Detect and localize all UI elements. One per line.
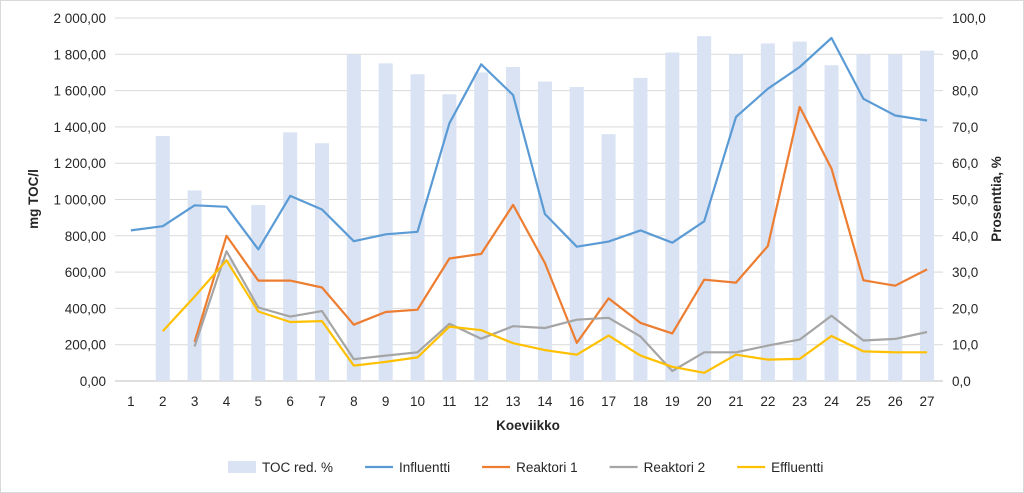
x-tick-label: 13 [506,394,521,409]
y-left-tick-label: 1 400,00 [53,120,106,135]
bar [792,41,807,381]
bar [888,54,903,382]
x-tick-label: 24 [824,394,840,409]
y-right-tick-label: 30,0 [952,265,978,280]
bar [601,134,616,381]
x-tick-label: 9 [382,394,390,409]
line-series-effluentti [161,259,928,374]
y-right-tick-label: 20,0 [952,301,978,316]
bar [251,204,266,381]
bar [920,50,935,382]
legend-swatch-toc-red [228,461,256,473]
bar [569,86,584,381]
y-right-tick-label: 10,0 [952,338,978,353]
bar [856,54,871,382]
line-series-reaktori-2 [193,250,928,373]
legend-label-reaktori-1: Reaktori 1 [516,460,578,475]
y-right-tick-label: 90,0 [952,47,978,62]
y-right-tick-label: 70,0 [952,120,978,135]
y-right-tick-label: 50,0 [952,193,978,208]
x-tick-label: 3 [191,394,199,409]
x-tick-label: 7 [318,394,326,409]
x-tick-label: 20 [697,394,712,409]
bar [283,132,298,381]
y-left-tick-label: 0,00 [80,374,106,389]
bar [728,54,744,382]
legend: TOC red. % Influentti Reaktori 1 Reaktori 2… [228,460,823,475]
line-series-group [130,36,928,374]
x-tick-label: 10 [410,394,425,409]
x-tick-label: 22 [760,394,775,409]
y-left-tick-label: 600,00 [65,265,106,280]
y-right-tick-label: 40,0 [952,229,978,244]
x-tick-label: 26 [888,394,903,409]
x-tick-label: 23 [792,394,807,409]
y-left-tick-label: 200,00 [65,338,106,353]
bar [506,67,521,381]
bar [314,143,330,381]
x-tick-label: 12 [474,394,489,409]
y-left-tick-label: 1 600,00 [53,84,106,99]
y-left-tick-label: 1 200,00 [53,156,106,171]
x-tick-label: 21 [728,394,743,409]
bar [760,43,775,381]
y-axis-left-title: mg TOC/l [26,169,41,229]
y-left-tick-label: 1 800,00 [53,47,106,62]
x-tick-label: 14 [537,394,553,409]
x-tick-label: 4 [223,394,231,409]
x-tick-label: 6 [286,394,294,409]
y-right-tick-label: 0,0 [952,374,971,389]
legend-label-effluentti: Effluentti [771,460,823,475]
bar [155,135,170,381]
y-left-tick-label: 400,00 [65,301,106,316]
legend-label-influentti: Influentti [399,460,450,475]
bar-series-toc-reduction [155,36,935,382]
y-left-tick-label: 1 000,00 [53,193,106,208]
bar [665,52,680,382]
x-tick-label: 16 [569,394,584,409]
y-right-tick-label: 80,0 [952,84,978,99]
bar [410,74,425,381]
legend-label-reaktori-2: Reaktori 2 [644,460,706,475]
x-tick-label: 2 [159,394,167,409]
x-tick-label: 18 [633,394,648,409]
line-series-reaktori-1 [193,105,928,344]
x-tick-label: 5 [255,394,263,409]
x-tick-label: 1 [127,394,135,409]
legend-label-toc-red: TOC red. % [262,460,333,475]
bar [442,94,457,381]
bar [346,54,361,382]
x-tick-label: 25 [856,394,871,409]
y-right-tick-label: 60,0 [952,156,978,171]
bar [537,81,552,382]
x-axis-title: Koeviikko [496,418,560,433]
bar [378,63,393,381]
y-right-tick-label: 100,0 [952,11,986,26]
x-tick-label: 27 [920,394,935,409]
bar [219,259,234,381]
x-tick-label: 11 [442,394,456,409]
bar [824,65,839,381]
line-series-influentti [130,36,928,251]
y-left-tick-label: 2 000,00 [53,11,106,26]
bar [187,190,202,381]
y-left-tick-label: 800,00 [65,229,106,244]
y-axis-right-title: Prosenttia, % [989,156,1004,242]
bar [474,72,489,381]
x-tick-label: 17 [601,394,616,409]
x-tick-label: 8 [350,394,358,409]
x-tick-label: 19 [665,394,680,409]
bar [697,36,712,382]
